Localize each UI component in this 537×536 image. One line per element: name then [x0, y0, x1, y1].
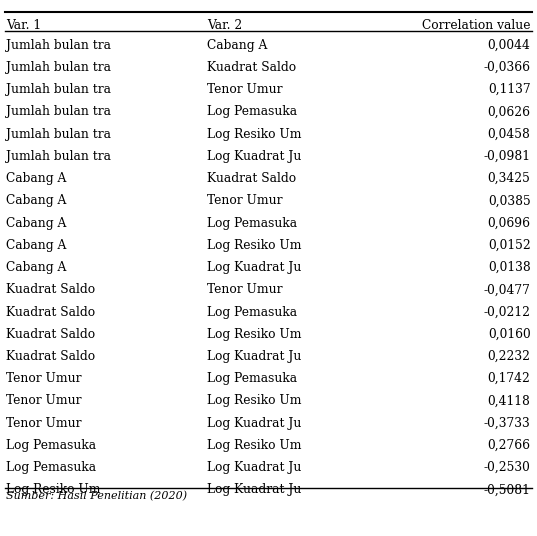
Text: 0,0696: 0,0696: [488, 217, 531, 229]
Text: 0,0138: 0,0138: [488, 261, 531, 274]
Text: 0,4118: 0,4118: [488, 394, 531, 407]
Text: Log Pemasuka: Log Pemasuka: [207, 105, 297, 118]
Text: 0,2766: 0,2766: [488, 439, 531, 452]
Text: 0,0626: 0,0626: [488, 105, 531, 118]
Text: 0,0385: 0,0385: [488, 195, 531, 207]
Text: Log Pemasuka: Log Pemasuka: [207, 372, 297, 385]
Text: Cabang A: Cabang A: [6, 172, 67, 185]
Text: Var. 2: Var. 2: [207, 19, 242, 32]
Text: 0,2232: 0,2232: [488, 350, 531, 363]
Text: Cabang A: Cabang A: [6, 195, 67, 207]
Text: Kuadrat Saldo: Kuadrat Saldo: [6, 283, 96, 296]
Text: Correlation value: Correlation value: [422, 19, 531, 32]
Text: 0,0044: 0,0044: [488, 39, 531, 51]
Text: Tenor Umur: Tenor Umur: [207, 283, 282, 296]
Text: -0,0366: -0,0366: [483, 61, 531, 74]
Text: Tenor Umur: Tenor Umur: [6, 394, 82, 407]
Text: 0,0458: 0,0458: [488, 128, 531, 140]
Text: Kuadrat Saldo: Kuadrat Saldo: [6, 327, 96, 341]
Text: Log Kuadrat Ju: Log Kuadrat Ju: [207, 483, 301, 496]
Text: Tenor Umur: Tenor Umur: [6, 372, 82, 385]
Text: Cabang A: Cabang A: [6, 217, 67, 229]
Text: Tenor Umur: Tenor Umur: [207, 195, 282, 207]
Text: Log Resiko Um: Log Resiko Um: [207, 327, 301, 341]
Text: Log Resiko Um: Log Resiko Um: [207, 239, 301, 252]
Text: Cabang A: Cabang A: [6, 261, 67, 274]
Text: 0,1137: 0,1137: [488, 83, 531, 96]
Text: Jumlah bulan tra: Jumlah bulan tra: [6, 83, 112, 96]
Text: Log Pemasuka: Log Pemasuka: [6, 461, 97, 474]
Text: 0,0152: 0,0152: [488, 239, 531, 252]
Text: -0,0212: -0,0212: [483, 306, 531, 318]
Text: Jumlah bulan tra: Jumlah bulan tra: [6, 39, 112, 51]
Text: Log Kuadrat Ju: Log Kuadrat Ju: [207, 461, 301, 474]
Text: Log Pemasuka: Log Pemasuka: [207, 217, 297, 229]
Text: Log Kuadrat Ju: Log Kuadrat Ju: [207, 350, 301, 363]
Text: -0,2530: -0,2530: [484, 461, 531, 474]
Text: -0,0981: -0,0981: [483, 150, 531, 163]
Text: -0,3733: -0,3733: [484, 417, 531, 430]
Text: Tenor Umur: Tenor Umur: [207, 83, 282, 96]
Text: Log Kuadrat Ju: Log Kuadrat Ju: [207, 261, 301, 274]
Text: Kuadrat Saldo: Kuadrat Saldo: [207, 172, 296, 185]
Text: Jumlah bulan tra: Jumlah bulan tra: [6, 150, 112, 163]
Text: Log Pemasuka: Log Pemasuka: [6, 439, 97, 452]
Text: Jumlah bulan tra: Jumlah bulan tra: [6, 61, 112, 74]
Text: Sumber: Hasil Penelitian (2020): Sumber: Hasil Penelitian (2020): [6, 490, 187, 501]
Text: -0,0477: -0,0477: [484, 283, 531, 296]
Text: Log Resiko Um: Log Resiko Um: [207, 128, 301, 140]
Text: Jumlah bulan tra: Jumlah bulan tra: [6, 128, 112, 140]
Text: Log Kuadrat Ju: Log Kuadrat Ju: [207, 417, 301, 430]
Text: Kuadrat Saldo: Kuadrat Saldo: [6, 306, 96, 318]
Text: Log Resiko Um: Log Resiko Um: [207, 394, 301, 407]
Text: Log Pemasuka: Log Pemasuka: [207, 306, 297, 318]
Text: -0,5081: -0,5081: [484, 483, 531, 496]
Text: Jumlah bulan tra: Jumlah bulan tra: [6, 105, 112, 118]
Text: 0,3425: 0,3425: [488, 172, 531, 185]
Text: Kuadrat Saldo: Kuadrat Saldo: [6, 350, 96, 363]
Text: Tenor Umur: Tenor Umur: [6, 417, 82, 430]
Text: Kuadrat Saldo: Kuadrat Saldo: [207, 61, 296, 74]
Text: Log Resiko Um: Log Resiko Um: [207, 439, 301, 452]
Text: Log Kuadrat Ju: Log Kuadrat Ju: [207, 150, 301, 163]
Text: Log Resiko Um: Log Resiko Um: [6, 483, 101, 496]
Text: Cabang A: Cabang A: [6, 239, 67, 252]
Text: 0,0160: 0,0160: [488, 327, 531, 341]
Text: Var. 1: Var. 1: [6, 19, 41, 32]
Text: 0,1742: 0,1742: [488, 372, 531, 385]
Text: Cabang A: Cabang A: [207, 39, 267, 51]
